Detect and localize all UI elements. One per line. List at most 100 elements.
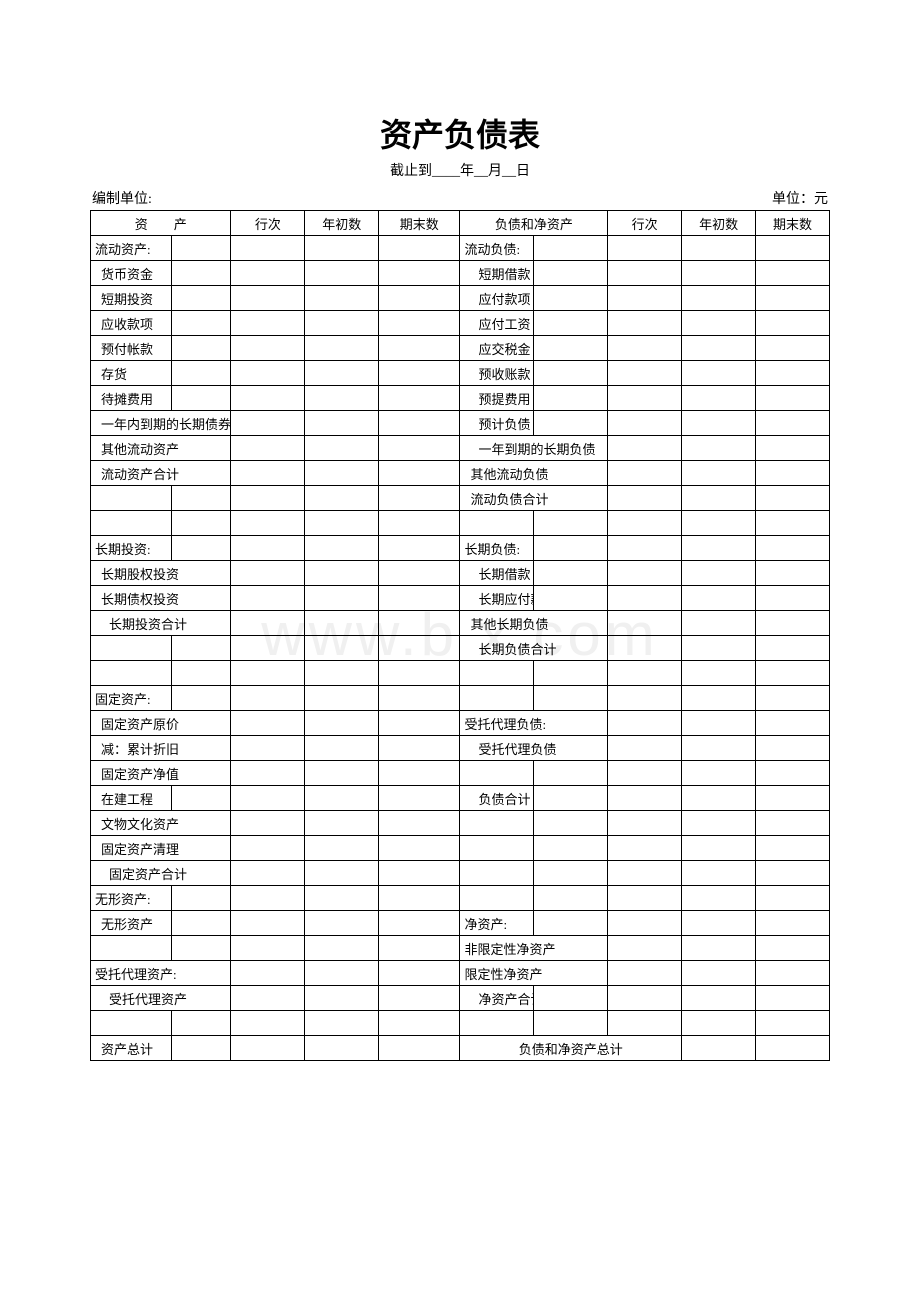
asset-year-start	[305, 561, 379, 586]
liability-year-end	[756, 1011, 830, 1036]
liability-label	[460, 686, 534, 711]
asset-year-start	[305, 286, 379, 311]
liability-year-start	[682, 236, 756, 261]
asset-year-end	[379, 1011, 460, 1036]
table-header-row: 资 产 行次 年初数 期末数 负债和净资产 行次 年初数 期末数	[91, 211, 830, 236]
asset-year-end	[379, 561, 460, 586]
liability-label-ext	[534, 511, 608, 536]
liability-year-end	[756, 561, 830, 586]
liability-label-ext	[534, 861, 608, 886]
asset-year-start	[305, 436, 379, 461]
asset-label-ext	[172, 1011, 231, 1036]
asset-line-no	[231, 311, 305, 336]
asset-label-ext	[172, 361, 231, 386]
header-year-end-left: 期末数	[379, 211, 460, 236]
asset-year-start	[305, 861, 379, 886]
table-row: 资产总计负债和净资产总计	[91, 1036, 830, 1061]
liability-label: 短期借款	[460, 261, 534, 286]
asset-label-ext	[172, 261, 231, 286]
liability-year-start	[682, 561, 756, 586]
asset-year-end	[379, 986, 460, 1011]
asset-line-no	[231, 436, 305, 461]
liability-year-start	[682, 536, 756, 561]
asset-line-no	[231, 486, 305, 511]
asset-line-no	[231, 661, 305, 686]
liability-label-ext	[534, 411, 608, 436]
table-row: 流动负债合计	[91, 486, 830, 511]
liability-line-no	[608, 986, 682, 1011]
liability-label-ext	[534, 836, 608, 861]
asset-label: 一年内到期的长期债券投资	[91, 411, 231, 436]
liability-label-ext	[534, 286, 608, 311]
asset-year-end	[379, 811, 460, 836]
asset-label: 长期投资合计	[91, 611, 231, 636]
liability-line-no	[608, 436, 682, 461]
liability-label: 长期借款	[460, 561, 534, 586]
asset-line-no	[231, 261, 305, 286]
liability-year-start	[682, 836, 756, 861]
table-row: 长期债权投资长期应付款	[91, 586, 830, 611]
asset-year-start	[305, 711, 379, 736]
liability-line-no	[608, 836, 682, 861]
table-row: 一年内到期的长期债券投资预计负债	[91, 411, 830, 436]
asset-year-start	[305, 811, 379, 836]
liability-label	[460, 836, 534, 861]
asset-line-no	[231, 986, 305, 1011]
liability-year-end	[756, 386, 830, 411]
liability-line-no	[608, 461, 682, 486]
liability-year-end	[756, 286, 830, 311]
asset-year-start	[305, 736, 379, 761]
liability-label-ext	[534, 911, 608, 936]
liability-label: 其他流动负债	[460, 461, 608, 486]
table-row	[91, 511, 830, 536]
liability-label	[460, 861, 534, 886]
liability-label: 应付工资	[460, 311, 534, 336]
asset-label: 减：累计折旧	[91, 736, 231, 761]
liability-year-start	[682, 261, 756, 286]
asset-year-start	[305, 511, 379, 536]
liability-label: 负债和净资产总计	[460, 1036, 682, 1061]
liability-line-no	[608, 361, 682, 386]
liability-line-no	[608, 561, 682, 586]
liability-label-ext	[534, 986, 608, 1011]
asset-year-start	[305, 261, 379, 286]
liability-line-no	[608, 886, 682, 911]
asset-year-start	[305, 611, 379, 636]
asset-label: 受托代理资产:	[91, 961, 231, 986]
liability-line-no	[608, 761, 682, 786]
liability-year-end	[756, 536, 830, 561]
liability-year-end	[756, 886, 830, 911]
asset-label-ext	[172, 486, 231, 511]
liability-line-no	[608, 911, 682, 936]
liability-year-end	[756, 1036, 830, 1061]
asset-year-end	[379, 336, 460, 361]
liability-label-ext	[534, 236, 608, 261]
table-row: 其他流动资产一年到期的长期负债	[91, 436, 830, 461]
liability-year-start	[682, 286, 756, 311]
asset-year-end	[379, 486, 460, 511]
table-row: 无形资产净资产:	[91, 911, 830, 936]
liability-year-start	[682, 386, 756, 411]
asset-label-ext	[172, 511, 231, 536]
asset-label-ext	[172, 286, 231, 311]
table-row: 货币资金短期借款	[91, 261, 830, 286]
asset-label: 长期债权投资	[91, 586, 231, 611]
asset-line-no	[231, 236, 305, 261]
asset-line-no	[231, 636, 305, 661]
asset-line-no	[231, 911, 305, 936]
liability-year-start	[682, 611, 756, 636]
asset-label: 固定资产净值	[91, 761, 231, 786]
asset-year-end	[379, 1036, 460, 1061]
liability-line-no	[608, 936, 682, 961]
asset-label	[91, 486, 172, 511]
liability-line-no	[608, 411, 682, 436]
liability-year-end	[756, 911, 830, 936]
table-row: 固定资产净值	[91, 761, 830, 786]
asset-label-ext	[172, 1036, 231, 1061]
asset-label-ext	[172, 386, 231, 411]
table-row: 固定资产清理	[91, 836, 830, 861]
asset-line-no	[231, 611, 305, 636]
liability-year-end	[756, 436, 830, 461]
table-row: 在建工程负债合计	[91, 786, 830, 811]
liability-line-no	[608, 486, 682, 511]
